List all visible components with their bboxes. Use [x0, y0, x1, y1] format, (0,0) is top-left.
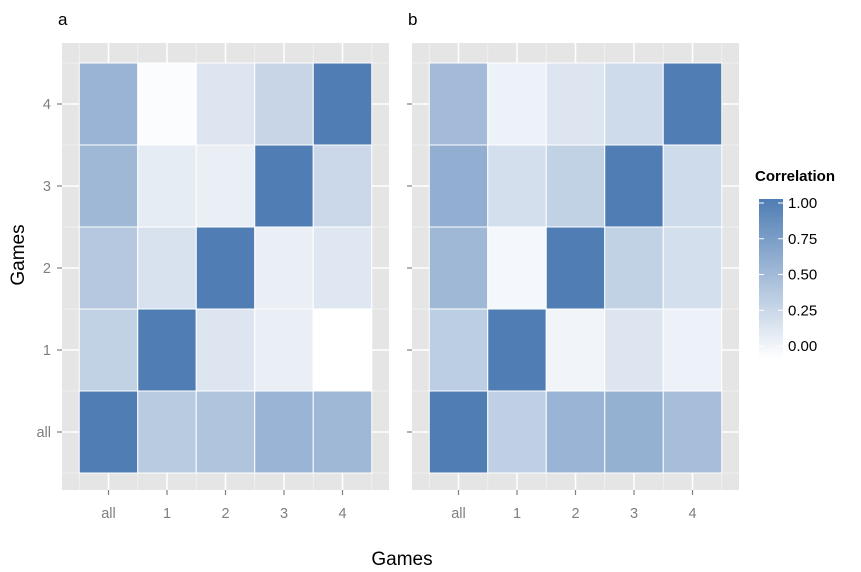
heatmap-tile-2-3 — [254, 226, 314, 310]
panel-a: all 1 2 3 4 all 1 2 3 4 a — [36, 10, 389, 522]
x-tick-label: 1 — [513, 506, 521, 522]
y-tick-label: all — [36, 425, 51, 441]
heatmap-tile-2-all — [428, 226, 489, 310]
heatmap-tile-all-2 — [545, 390, 606, 474]
x-tick-label: all — [451, 506, 466, 522]
heatmap-tile-3-4 — [662, 144, 723, 228]
heatmap-tile-3-all — [78, 144, 139, 228]
y-tick-label: 3 — [43, 179, 51, 195]
x-axis-title: Games — [371, 549, 432, 570]
heatmap-tile-3-2 — [545, 144, 606, 228]
panel-label: a — [58, 10, 68, 29]
legend-tick-label: 0.50 — [788, 267, 817, 284]
heatmap-tile-2-4 — [662, 226, 723, 310]
legend-tick-label: 1.00 — [788, 195, 817, 212]
heatmap-tile-1-all — [428, 308, 489, 392]
legend-tick-label: 0.75 — [788, 231, 817, 248]
legend-colorbar — [759, 199, 783, 359]
heatmap-tile-3-all — [428, 144, 489, 228]
heatmap-tile-1-4 — [662, 308, 723, 392]
heatmap-tile-3-2 — [195, 144, 256, 228]
x-tick-label: 4 — [338, 506, 346, 522]
heatmap-tile-4-1 — [487, 62, 547, 146]
panel-b: all 1 2 3 4 b — [407, 10, 739, 522]
heatmap-tile-4-2 — [545, 62, 606, 146]
x-tick-label: 3 — [280, 506, 288, 522]
y-tick-label: 4 — [43, 97, 51, 113]
y-axis-title: Games — [8, 224, 29, 285]
heatmap-tile-4-all — [78, 62, 139, 146]
heatmap-tile-2-all — [78, 226, 139, 310]
heatmap-tile-4-3 — [604, 62, 664, 146]
heatmap-tile-2-3 — [604, 226, 664, 310]
x-tick-label: 1 — [163, 506, 171, 522]
x-tick-label: 2 — [571, 506, 579, 522]
heatmap-tile-all-4 — [312, 390, 373, 474]
heatmap-tile-2-1 — [137, 226, 197, 310]
heatmap-tile-2-4 — [312, 226, 373, 310]
heatmap-tile-all-all — [78, 390, 139, 474]
heatmap-tile-1-1 — [137, 308, 197, 392]
heatmap-tile-all-3 — [604, 390, 664, 474]
heatmap-tile-all-all — [428, 390, 489, 474]
heatmap-tile-2-1 — [487, 226, 547, 310]
heatmap-tile-all-2 — [195, 390, 256, 474]
x-tick-label: 3 — [630, 506, 638, 522]
heatmap-tile-4-4 — [312, 62, 373, 146]
heatmap-tile-1-1 — [487, 308, 547, 392]
heatmap-tile-2-2 — [195, 226, 256, 310]
heatmap-tile-1-all — [78, 308, 139, 392]
legend-title: Correlation — [755, 168, 835, 185]
x-tick-label: 4 — [688, 506, 696, 522]
x-tick-label: all — [101, 506, 116, 522]
heatmap-tile-1-4 — [312, 308, 373, 392]
heatmap-tile-4-4 — [662, 62, 723, 146]
heatmap-tile-all-3 — [254, 390, 314, 474]
heatmap-tile-2-2 — [545, 226, 606, 310]
y-tick-label: 2 — [43, 261, 51, 277]
heatmap-tile-1-2 — [195, 308, 256, 392]
heatmap-tile-3-4 — [312, 144, 373, 228]
heatmap-tile-all-1 — [137, 390, 197, 474]
heatmap-tile-1-3 — [604, 308, 664, 392]
y-tick-label: 1 — [43, 343, 51, 359]
x-tick-label: 2 — [221, 506, 229, 522]
heatmap-tile-all-1 — [487, 390, 547, 474]
heatmap-tile-4-all — [428, 62, 489, 146]
panel-label: b — [408, 10, 417, 29]
heatmap-tile-4-3 — [254, 62, 314, 146]
heatmap-tile-3-1 — [137, 144, 197, 228]
color-legend: Correlation 1.00 0.75 0.50 0.25 0.00 — [755, 168, 835, 359]
heatmap-tile-3-3 — [254, 144, 314, 228]
heatmap-tile-1-2 — [545, 308, 606, 392]
legend-tick-label: 0.25 — [788, 302, 817, 319]
heatmap-tile-3-1 — [487, 144, 547, 228]
heatmap-tile-4-1 — [137, 62, 197, 146]
heatmap-tile-all-4 — [662, 390, 723, 474]
heatmap-tile-4-2 — [195, 62, 256, 146]
heatmap-tile-1-3 — [254, 308, 314, 392]
legend-tick-label: 0.00 — [788, 338, 817, 355]
heatmap-tile-3-3 — [604, 144, 664, 228]
